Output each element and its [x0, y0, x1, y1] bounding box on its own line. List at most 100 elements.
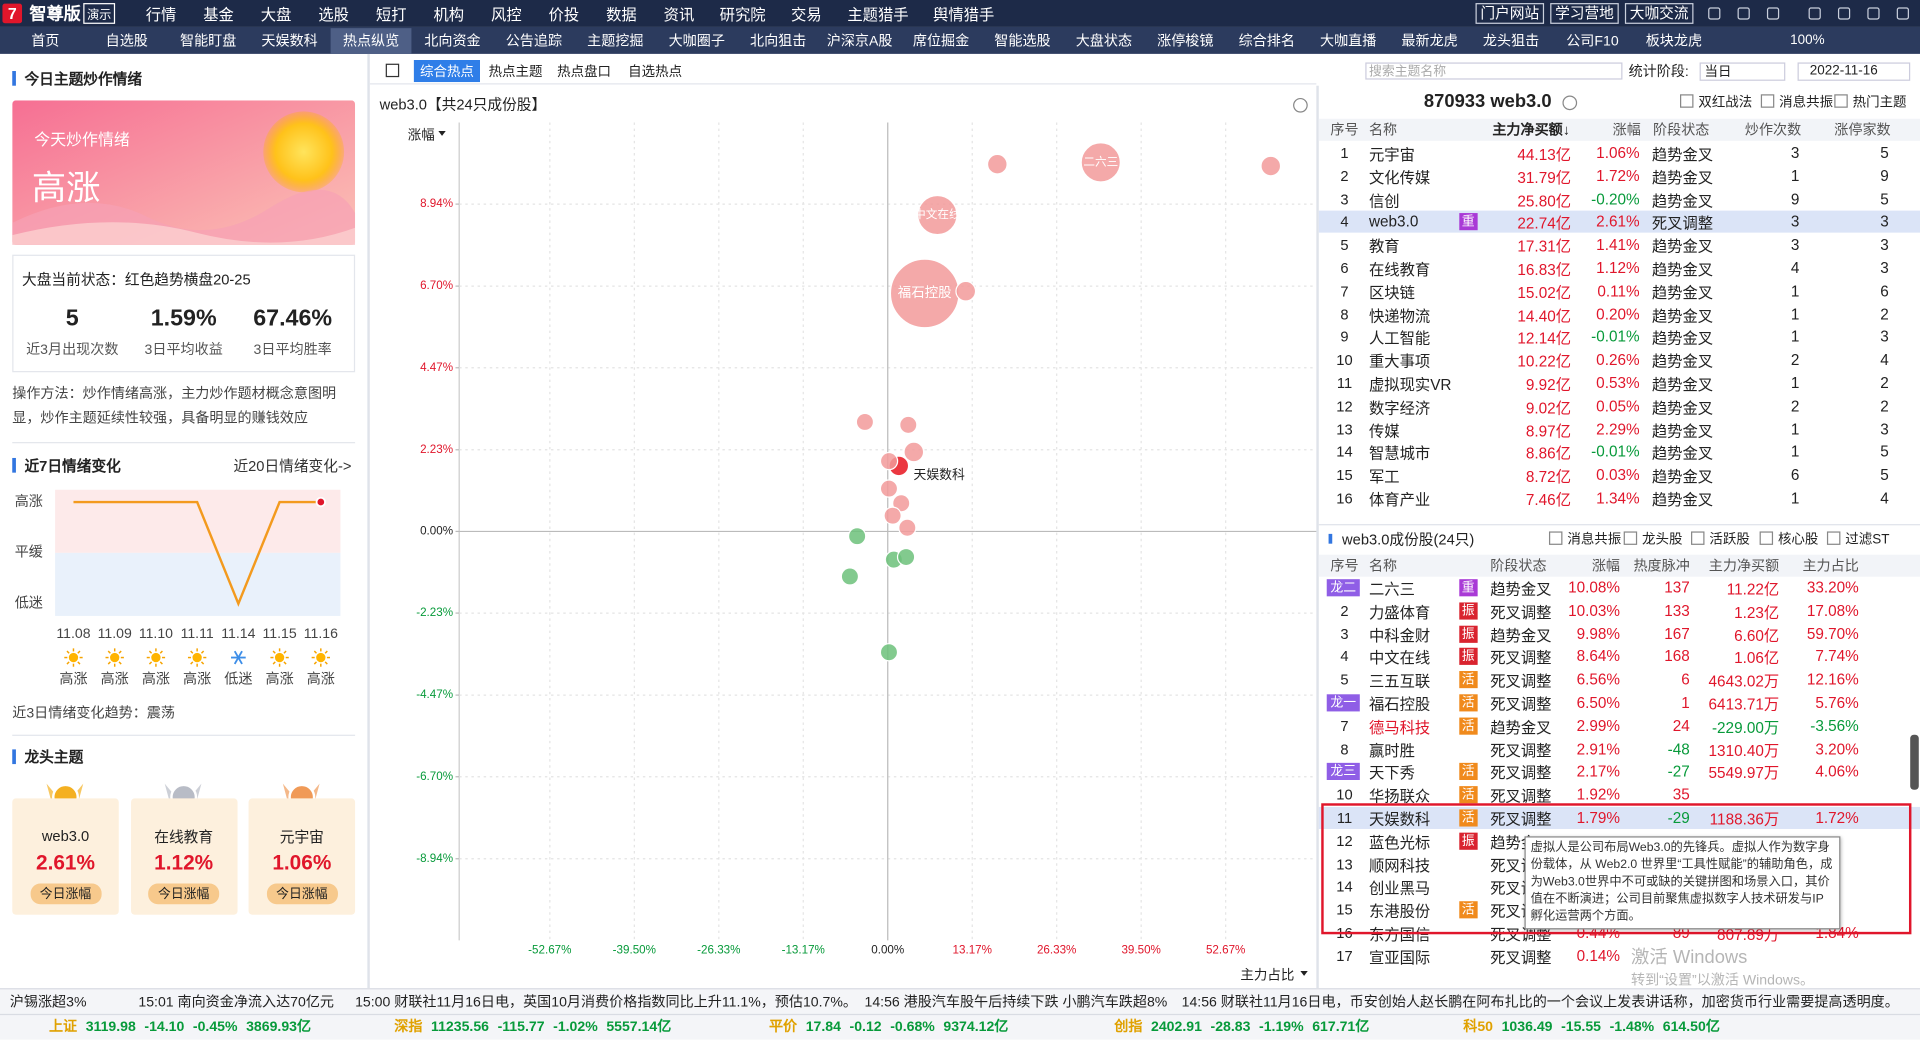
menu-item[interactable]: 数据 — [606, 6, 637, 24]
trend-link[interactable]: 近20日情绪变化-> — [233, 457, 352, 475]
cell-name[interactable]: 天娱数科 — [1368, 811, 1431, 829]
date-box[interactable] — [1797, 62, 1911, 81]
scrollbar[interactable] — [1910, 734, 1919, 790]
checkbox-label[interactable]: 热门主题 — [1852, 95, 1907, 111]
x-axis-title[interactable]: 主力占比 — [1240, 968, 1295, 984]
leader-name[interactable]: 元宇宙 — [279, 828, 324, 846]
cell-name[interactable]: 虚拟现实VR — [1368, 376, 1452, 394]
menu-item[interactable]: 行情 — [145, 6, 177, 24]
cell-name[interactable]: 三五互联 — [1368, 673, 1431, 691]
cell-name[interactable]: 顺网科技 — [1368, 857, 1431, 875]
cell-name[interactable]: 天下秀 — [1368, 765, 1415, 783]
checkbox[interactable] — [1680, 94, 1694, 108]
tab[interactable]: 综合排名 — [1238, 34, 1295, 49]
tab[interactable]: 大盘状态 — [1075, 34, 1133, 49]
cell-name[interactable]: web3.0 — [1368, 213, 1419, 231]
tab[interactable]: 板块龙虎 — [1645, 34, 1703, 49]
window-control[interactable] — [1708, 7, 1721, 20]
subtab[interactable]: 热点主题 — [488, 64, 543, 80]
checkbox-label[interactable]: 消息共振 — [1567, 532, 1622, 548]
menu-item[interactable]: 风控 — [491, 6, 522, 24]
subtab[interactable]: 自选热点 — [628, 64, 683, 80]
index-item[interactable]: 平价 17.84 -0.12 -0.68% 9374.12亿 — [769, 1016, 1017, 1036]
cell-name[interactable]: 重大事项 — [1368, 353, 1431, 371]
subtab[interactable]: 综合热点 — [413, 60, 481, 83]
checkbox[interactable] — [1691, 531, 1705, 545]
top-link[interactable]: 门户网站 — [1475, 3, 1545, 24]
window-control[interactable] — [1766, 7, 1780, 20]
tab[interactable]: 热点纵览 — [342, 34, 400, 49]
checkbox-label[interactable]: 活跃股 — [1709, 532, 1750, 548]
tab[interactable]: 涨停梭镜 — [1157, 34, 1214, 49]
menu-item[interactable]: 短打 — [375, 6, 407, 24]
cell-name[interactable]: 教育 — [1368, 238, 1400, 256]
cell-name[interactable]: 赢时胜 — [1368, 742, 1415, 760]
menu-item[interactable]: 资讯 — [663, 6, 695, 24]
cell-name[interactable]: 快递物流 — [1368, 307, 1431, 325]
top-link[interactable]: 学习营地 — [1550, 3, 1619, 24]
menu-item[interactable]: 研究院 — [719, 6, 766, 24]
checkbox[interactable] — [1759, 531, 1774, 545]
cell-name[interactable]: 德马科技 — [1368, 719, 1431, 737]
checkbox[interactable] — [1826, 531, 1841, 545]
menu-item[interactable]: 交易 — [791, 6, 822, 24]
tab[interactable]: 最新龙虎 — [1401, 34, 1458, 49]
cell-name[interactable]: 文化传媒 — [1368, 169, 1431, 187]
tab[interactable]: 公司F10 — [1566, 34, 1619, 49]
window-control[interactable] — [1808, 7, 1821, 20]
search-box[interactable] — [1365, 62, 1623, 80]
window-control[interactable] — [1837, 7, 1851, 20]
window-control[interactable] — [1896, 7, 1909, 20]
top-link[interactable]: 大咖交流 — [1624, 3, 1694, 24]
menu-item[interactable]: 选股 — [318, 6, 349, 24]
cell-name[interactable]: 在线教育 — [1368, 261, 1431, 279]
cell-name[interactable]: 福石控股 — [1368, 696, 1431, 714]
cell-name[interactable]: 二六三 — [1368, 581, 1415, 599]
tab[interactable]: 智能盯盘 — [180, 34, 237, 49]
index-item[interactable]: 深指 11235.56 -115.77 -1.02% 5557.14亿 — [394, 1016, 680, 1036]
cell-name[interactable]: 信创 — [1368, 192, 1400, 210]
news-item[interactable]: 14:56 财联社11月16日电，币安创始人赵长鹏在阿布扎比的一个会议上发表讲话… — [1181, 995, 1899, 1011]
menu-item[interactable]: 基金 — [203, 6, 234, 24]
cell-name[interactable]: 力盛体育 — [1368, 604, 1431, 622]
cell-name[interactable]: 华扬联众 — [1368, 788, 1431, 806]
tab[interactable]: 沪深京A股 — [826, 34, 893, 49]
zoom[interactable]: 100% — [1790, 33, 1825, 48]
tab[interactable]: 大咖直播 — [1320, 34, 1377, 49]
cell-name[interactable]: 体育产业 — [1368, 491, 1431, 509]
tab[interactable]: 北向狙击 — [750, 34, 807, 49]
menu-item[interactable]: 机构 — [433, 6, 465, 24]
cell-name[interactable]: 军工 — [1368, 468, 1400, 486]
index-item[interactable]: 科50 1036.49 -15.55 -1.48% 614.50亿 — [1463, 1016, 1728, 1036]
news-item[interactable]: 14:56 港股汽车股午后持续下跌 小鹏汽车跌超8% — [864, 995, 1168, 1011]
tab[interactable]: 智能选股 — [994, 34, 1051, 49]
index-item[interactable]: 上证 3119.98 -14.10 -0.45% 3869.93亿 — [49, 1016, 320, 1036]
tab[interactable]: 自选股 — [105, 34, 148, 49]
window-control[interactable] — [1737, 7, 1750, 20]
cell-name[interactable]: 东方国信 — [1368, 926, 1431, 944]
menu-item[interactable]: 主题猎手 — [847, 6, 909, 24]
checkbox-label[interactable]: 消息共振 — [1779, 95, 1834, 111]
tab[interactable]: 首页 — [31, 34, 60, 49]
subtab[interactable]: 热点盘口 — [557, 64, 612, 80]
tab[interactable]: 北向资金 — [424, 34, 481, 49]
menu-item[interactable]: 价投 — [548, 6, 580, 24]
tab[interactable]: 公告追踪 — [505, 34, 563, 49]
checkbox[interactable] — [1834, 94, 1848, 108]
news-item[interactable]: 15:01 南向资金净流入达70亿元 — [138, 995, 334, 1011]
checkbox-label[interactable]: 双红战法 — [1698, 95, 1753, 111]
cell-name[interactable]: 传媒 — [1368, 422, 1400, 440]
checkbox[interactable] — [1760, 94, 1775, 108]
news-item[interactable]: 15:00 财联社11月16日电，英国10月消费价格指数同比上升11.1%，预估… — [355, 995, 857, 1011]
checkbox[interactable] — [1623, 531, 1638, 545]
leader-name[interactable]: web3.0 — [41, 827, 90, 845]
index-item[interactable]: 创指 2402.91 -28.83 -1.19% 617.71亿 — [1114, 1016, 1378, 1036]
cell-name[interactable]: 智慧城市 — [1368, 445, 1431, 463]
cell-name[interactable]: 中文在线 — [1368, 650, 1431, 668]
leader-name[interactable]: 在线教育 — [154, 828, 214, 846]
cell-name[interactable]: 元宇宙 — [1368, 146, 1415, 164]
period-select[interactable] — [1699, 62, 1786, 81]
checkbox-label[interactable]: 龙头股 — [1642, 532, 1683, 548]
tab[interactable]: 大咖圈子 — [668, 34, 725, 49]
cell-name[interactable]: 蓝色光标 — [1368, 834, 1431, 852]
